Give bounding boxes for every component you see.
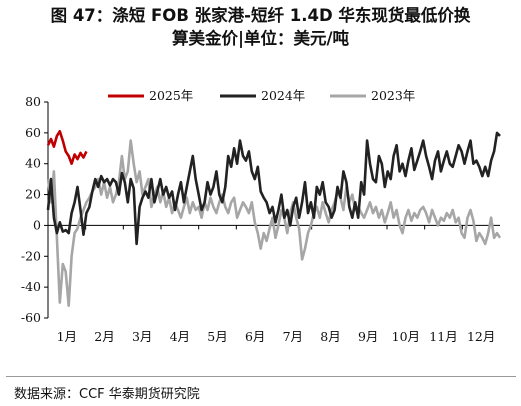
series-line-2024 — [46, 131, 501, 246]
x-tick-label: 3月 — [132, 329, 152, 344]
y-tick-label: 60 — [25, 125, 41, 140]
x-tick-label: 1月 — [57, 329, 77, 344]
chart-title-line-2: 算美金价|单位：美元/吨 — [171, 29, 350, 48]
y-tick-label: -40 — [21, 279, 41, 294]
x-tick-label: 11月 — [429, 329, 457, 344]
y-axis: 80 60 40 20 0 -20 -40 -60 — [21, 94, 49, 325]
x-tick-label: 10月 — [392, 329, 420, 344]
x-tick-label: 12月 — [467, 329, 495, 344]
series-layer — [46, 130, 502, 307]
chart-title-line-1: 图 47：涤短 FOB 张家港-短纤 1.4D 华东现货最低价换 — [50, 6, 471, 25]
footer-divider — [6, 376, 516, 377]
chart-title: 图 47：涤短 FOB 张家港-短纤 1.4D 华东现货最低价换 算美金价|单位… — [0, 4, 521, 50]
legend-label: 2024年 — [261, 88, 305, 103]
y-tick-label: 80 — [25, 94, 41, 109]
x-tick-label: 8月 — [320, 329, 340, 344]
series-line-2023 — [46, 139, 502, 307]
x-tick-label: 7月 — [283, 329, 303, 344]
x-tick-label: 5月 — [207, 329, 227, 344]
x-tick-label: 6月 — [245, 329, 265, 344]
source-note: 数据来源：CCF 华泰期货研究院 — [14, 387, 200, 402]
x-tick-label: 9月 — [358, 329, 378, 344]
y-tick-label: 40 — [25, 156, 41, 171]
y-tick-label: -60 — [21, 310, 41, 325]
legend-label: 2025年 — [149, 88, 193, 103]
y-tick-label: 0 — [33, 217, 41, 232]
y-tick-label: 20 — [25, 187, 41, 202]
y-tick-label: -20 — [21, 248, 41, 263]
chart-legend: 2025年 2024年 2023年 — [108, 88, 415, 103]
line-chart: 2025年 2024年 2023年 80 60 40 20 0 -20 -40 -60 1月 2月 3… — [21, 88, 502, 344]
series-line-2025 — [46, 130, 88, 165]
x-axis: 1月 2月 3月 4月 5月 6月 7月 8月 9月 10月 11月 12月 — [47, 224, 500, 344]
legend-label: 2023年 — [371, 88, 415, 103]
x-tick-label: 4月 — [170, 329, 190, 344]
x-tick-label: 2月 — [94, 329, 114, 344]
